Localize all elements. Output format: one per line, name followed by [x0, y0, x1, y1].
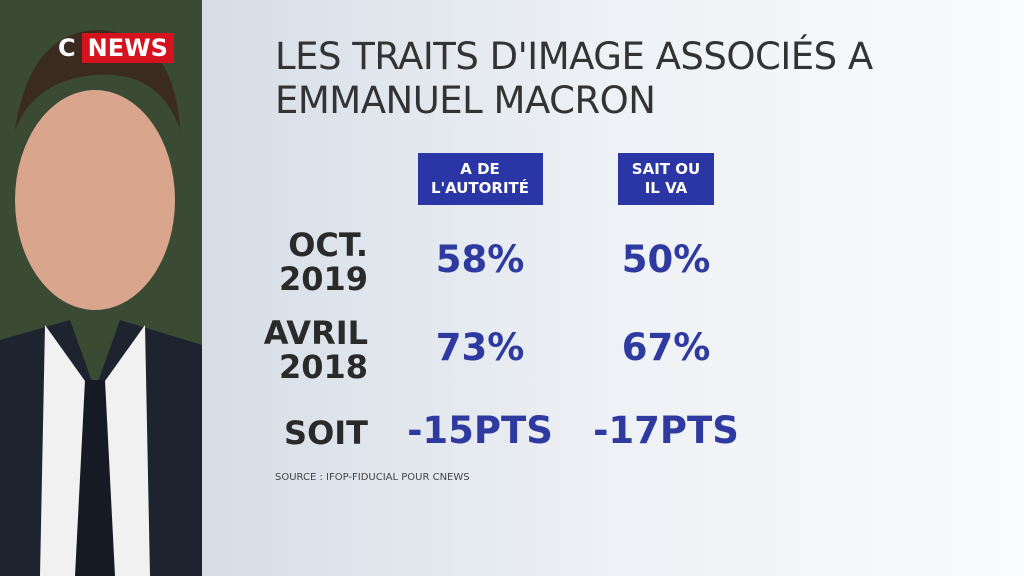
- logo-word: NEWS: [81, 33, 174, 63]
- row-label-line: AVRIL: [263, 314, 368, 352]
- row-label-line: 2018: [278, 348, 368, 386]
- column-header: SAIT OU IL VA: [618, 153, 714, 205]
- source: SOURCE : IFOP-FIDUCIAL POUR CNEWS: [275, 472, 470, 483]
- header-line: A DE: [460, 160, 500, 178]
- column-header: A DE L'AUTORITÉ: [417, 153, 543, 205]
- logo-letter: C: [58, 34, 76, 62]
- header-line: SAIT OU: [631, 160, 701, 178]
- title: LES TRAITS D'IMAGE ASSOCIÉS A EMMANUEL M…: [275, 35, 873, 123]
- row-label-line: 2019: [278, 260, 368, 298]
- portrait: [0, 0, 202, 576]
- table-cell: 50%: [621, 238, 711, 281]
- table-cell: 58%: [435, 238, 525, 281]
- title-line: LES TRAITS D'IMAGE ASSOCIÉS A: [275, 35, 873, 78]
- row-label: OCT. 2019: [228, 228, 368, 296]
- row-label-line: OCT.: [288, 226, 368, 264]
- table-cell: 67%: [621, 326, 711, 369]
- table-cell: 73%: [435, 326, 525, 369]
- table-cell: -17PTS: [593, 409, 739, 452]
- logo: C NEWS: [52, 33, 174, 63]
- header-line: L'AUTORITÉ: [430, 179, 530, 197]
- header-line: IL VA: [644, 179, 688, 197]
- row-label: AVRIL 2018: [228, 316, 368, 384]
- table-cell: -15PTS: [407, 409, 553, 452]
- title-line: EMMANUEL MACRON: [275, 79, 656, 122]
- row-label-line: SOIT: [284, 414, 368, 452]
- row-label: SOIT: [228, 416, 368, 450]
